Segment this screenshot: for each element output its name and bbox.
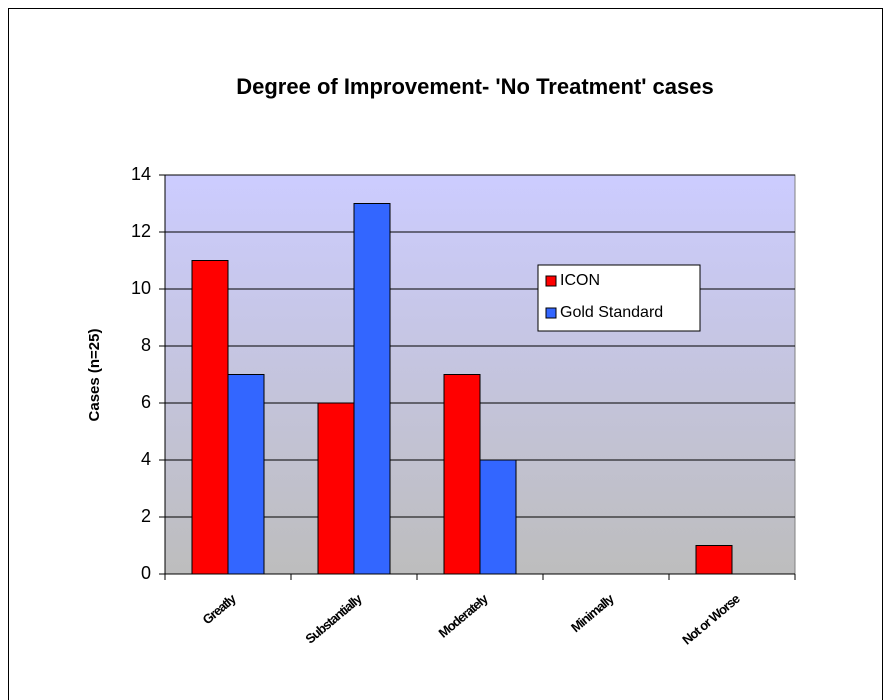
y-axis-label: Cases (n=25) xyxy=(86,329,103,422)
bar xyxy=(191,260,229,575)
bar xyxy=(479,459,517,575)
legend-label: ICON xyxy=(560,272,600,289)
y-tick-label: 4 xyxy=(141,449,151,469)
y-tick-label: 10 xyxy=(131,278,151,298)
legend-label: Gold Standard xyxy=(560,304,663,321)
y-tick-label: 2 xyxy=(141,506,151,526)
chart-title: Degree of Improvement- 'No Treatment' ca… xyxy=(236,74,714,99)
bar xyxy=(353,203,391,575)
legend-box xyxy=(537,264,701,332)
bar xyxy=(227,374,265,575)
bar xyxy=(443,374,481,575)
bar xyxy=(695,545,733,575)
y-tick-label: 14 xyxy=(131,164,151,184)
y-tick-label: 12 xyxy=(131,221,151,241)
y-tick-label: 6 xyxy=(141,392,151,412)
legend-swatch xyxy=(545,307,557,319)
y-tick-label: 0 xyxy=(141,563,151,583)
y-tick-label: 8 xyxy=(141,335,151,355)
legend-swatch xyxy=(545,275,557,287)
bar xyxy=(317,402,355,575)
